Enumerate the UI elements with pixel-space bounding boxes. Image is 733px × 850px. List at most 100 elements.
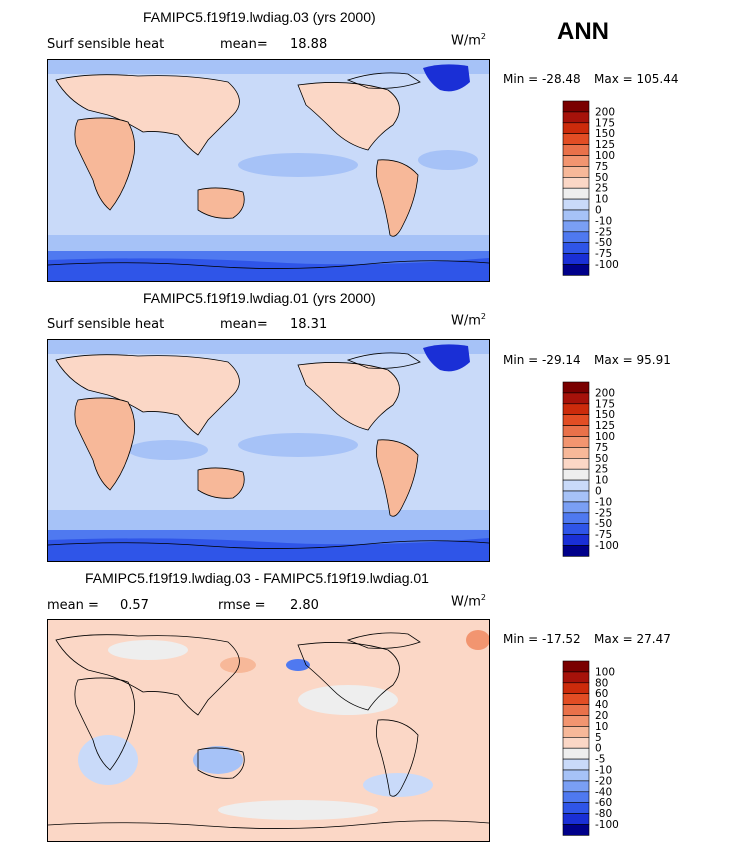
panel-2-colorbar: 200 175 150 125 100 75 50 25 10 0 -10 -25 -50 -75 -100 xyxy=(562,381,673,557)
colorbar-box xyxy=(562,111,590,124)
colorbar-tick-label: -10 xyxy=(595,215,612,227)
colorbar-box xyxy=(562,392,590,405)
colorbar-box xyxy=(562,501,590,514)
colorbar-box xyxy=(562,523,590,535)
panel-1-units: W/m2 xyxy=(451,32,486,49)
colorbar-tick-label: 40 xyxy=(595,699,608,711)
colorbar-box xyxy=(562,545,590,557)
colorbar-tick-label: -75 xyxy=(595,248,612,260)
colorbar-tick-label: -60 xyxy=(595,797,612,809)
panel-1-variable-label: Surf sensible heat xyxy=(47,37,165,52)
colorbar-tick-label: 100 xyxy=(595,666,615,678)
colorbar-tick-label: 0 xyxy=(595,743,602,755)
panel-1-title: FAMIPC5.f19f19.lwdiag.03 (yrs 2000) xyxy=(143,9,376,25)
season-label: ANN xyxy=(557,18,609,45)
colorbar-tick-label: -80 xyxy=(595,808,612,820)
panel-2-title: FAMIPC5.f19f19.lwdiag.01 (yrs 2000) xyxy=(143,290,376,306)
panel-1-map xyxy=(47,59,490,282)
colorbar-box xyxy=(562,512,590,525)
colorbar-tick-label: 125 xyxy=(595,420,615,432)
colorbar-box xyxy=(562,436,590,448)
colorbar-tick-label: 60 xyxy=(595,688,608,700)
colorbar-tick-label: 75 xyxy=(595,442,608,454)
colorbar-tick-label: 0 xyxy=(595,486,602,498)
panel-1-mean-value: 18.88 xyxy=(290,37,328,52)
panel-1-map-svg xyxy=(48,60,489,281)
colorbar-tick-label: 150 xyxy=(595,128,615,140)
colorbar-box xyxy=(562,220,590,233)
colorbar-box xyxy=(562,747,590,760)
colorbar-tick-label: -75 xyxy=(595,529,612,541)
colorbar-box xyxy=(562,381,590,394)
colorbar-tick-label: 175 xyxy=(595,398,615,410)
colorbar-tick-label: -50 xyxy=(595,237,612,249)
panel-2-mean-label: mean= xyxy=(220,317,268,332)
colorbar-box xyxy=(562,198,590,211)
panel-1-min: Min = -28.48 xyxy=(503,72,581,86)
colorbar-tick-label: 125 xyxy=(595,139,615,151)
colorbar-tick-label: 80 xyxy=(595,677,608,689)
colorbar-tick-label: -25 xyxy=(595,507,612,519)
colorbar-tick-label: 175 xyxy=(595,117,615,129)
colorbar-tick-label: -50 xyxy=(595,518,612,530)
colorbar-box xyxy=(562,187,590,200)
colorbar-box xyxy=(562,802,590,814)
colorbar-tick-label: -25 xyxy=(595,226,612,238)
colorbar-box xyxy=(562,231,590,244)
colorbar-box xyxy=(562,660,590,673)
colorbar-box xyxy=(562,414,590,426)
colorbar-tick-label: 150 xyxy=(595,409,615,421)
panel-3-colorbar: 100 80 60 40 20 10 5 0 -5 -10 -20 -40 -60 -80 -100 xyxy=(562,660,673,836)
colorbar-tick-label: 50 xyxy=(595,172,608,184)
panel-1-max: Max = 105.44 xyxy=(594,72,679,86)
colorbar-box xyxy=(562,824,590,836)
colorbar-box xyxy=(562,671,590,684)
panel-2-min: Min = -29.14 xyxy=(503,353,581,367)
colorbar-box xyxy=(562,737,590,749)
colorbar-box xyxy=(562,133,590,145)
panel-3-rmse-label: rmse = xyxy=(218,598,266,613)
colorbar-box xyxy=(562,780,590,793)
panel-3-map xyxy=(47,619,490,842)
panel-2-map xyxy=(47,339,490,562)
panel-3-mean-label: mean = xyxy=(47,598,99,613)
colorbar-box xyxy=(562,447,590,459)
panel-3-units: W/m2 xyxy=(451,593,486,610)
panel-3-mean-value: 0.57 xyxy=(120,598,149,613)
colorbar-tick-label: -10 xyxy=(595,765,612,777)
colorbar-tick-label: -5 xyxy=(595,754,605,766)
colorbar-box xyxy=(562,693,590,705)
colorbar-tick-label: 50 xyxy=(595,453,608,465)
colorbar-box xyxy=(562,468,590,481)
colorbar-box xyxy=(562,715,590,727)
colorbar-box xyxy=(562,458,590,470)
colorbar-box xyxy=(562,253,590,265)
colorbar-box xyxy=(562,534,590,546)
panel-3-rmse-value: 2.80 xyxy=(290,598,319,613)
colorbar-tick-label: 25 xyxy=(595,183,608,195)
panel-2-map-svg xyxy=(48,340,489,561)
colorbar-tick-label: -40 xyxy=(595,786,612,798)
panel-2-units: W/m2 xyxy=(451,312,486,329)
colorbar-tick-label: -100 xyxy=(595,540,619,552)
colorbar-tick-label: 5 xyxy=(595,732,602,744)
colorbar-box xyxy=(562,403,590,415)
panel-3-map-svg xyxy=(48,620,489,841)
colorbar-tick-label: 0 xyxy=(595,205,602,217)
colorbar-tick-label: -100 xyxy=(595,819,619,831)
colorbar-box xyxy=(562,144,590,156)
colorbar-tick-label: -10 xyxy=(595,496,612,508)
panel-3-min: Min = -17.52 xyxy=(503,632,581,646)
colorbar-tick-label: 200 xyxy=(595,387,615,399)
colorbar-tick-label: 100 xyxy=(595,150,615,162)
colorbar-box xyxy=(562,122,590,134)
panel-2-variable-label: Surf sensible heat xyxy=(47,317,165,332)
colorbar-box xyxy=(562,758,590,771)
colorbar-tick-label: 25 xyxy=(595,464,608,476)
panel-1-mean-label: mean= xyxy=(220,37,268,52)
colorbar-box xyxy=(562,100,590,113)
colorbar-tick-label: 10 xyxy=(595,721,608,733)
colorbar-box xyxy=(562,704,590,716)
colorbar-tick-label: 10 xyxy=(595,475,608,487)
colorbar-box xyxy=(562,425,590,437)
